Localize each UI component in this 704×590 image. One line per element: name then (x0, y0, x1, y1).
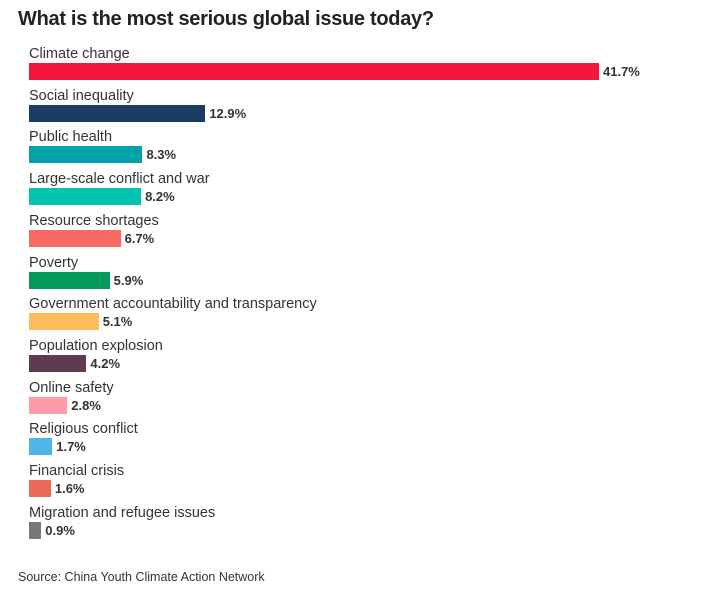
bar (29, 229, 121, 247)
value-label: 6.7% (124, 230, 155, 246)
category-label: Poverty (29, 254, 79, 271)
value-label: 1.7% (56, 439, 86, 455)
value-label: 8.2% (145, 189, 175, 205)
bar (29, 63, 599, 80)
value-label: 41.7% (603, 64, 640, 79)
bar (29, 104, 206, 122)
value-label: 5.1% (102, 314, 133, 330)
source-note: Source: China Youth Climate Action Netwo… (18, 570, 265, 584)
category-label: Government accountability and transparen… (29, 296, 317, 313)
value-label: 5.9% (113, 272, 144, 288)
category-label: Climate change (29, 46, 130, 62)
bar (29, 396, 68, 414)
value-label: 12.9% (209, 105, 247, 121)
bar (29, 188, 142, 206)
value-label: 2.8% (71, 397, 101, 413)
category-label: Migration and refugee issues (29, 504, 216, 521)
bar (29, 438, 53, 456)
category-label: Financial crisis (29, 463, 125, 479)
bar-chart: Climate change 41.7% Social inequality 12.9… (29, 46, 640, 539)
value-label: 0.9% (45, 522, 75, 538)
bar (29, 313, 99, 331)
value-label: 8.3% (146, 147, 177, 163)
bar (29, 354, 87, 372)
category-label: Online safety (29, 379, 114, 396)
category-label: Resource shortages (29, 212, 159, 229)
bar (29, 271, 110, 289)
bar (29, 521, 42, 539)
category-label: Population explosion (29, 337, 163, 354)
chart-title: What is the most serious global issue to… (18, 8, 434, 30)
category-label: Social inequality (29, 87, 134, 104)
bar (29, 480, 51, 497)
category-label: Large-scale conflict and war (29, 171, 210, 188)
value-label: 4.2% (90, 355, 121, 371)
category-label: Public health (29, 129, 113, 146)
bar (29, 146, 143, 164)
value-label: 1.6% (54, 481, 85, 496)
category-label: Religious conflict (29, 421, 138, 438)
